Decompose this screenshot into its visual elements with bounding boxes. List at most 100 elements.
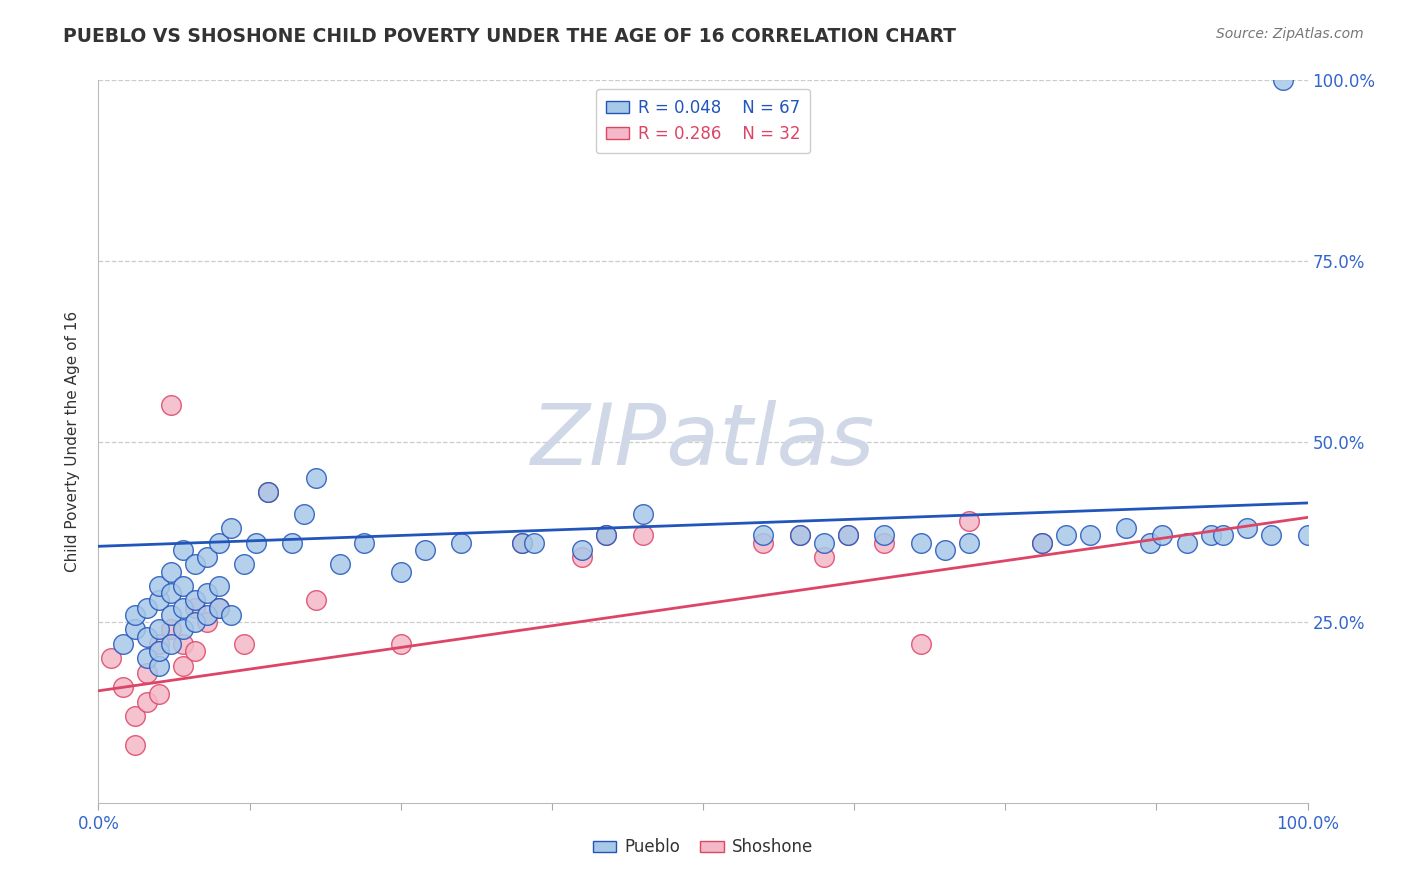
Point xyxy=(292,507,315,521)
Point xyxy=(1260,528,1282,542)
Point xyxy=(789,528,811,542)
Point xyxy=(1115,521,1137,535)
Point xyxy=(631,528,654,542)
Point xyxy=(389,637,412,651)
Point xyxy=(571,542,593,557)
Point xyxy=(208,535,231,549)
Point xyxy=(1175,535,1198,549)
Point xyxy=(208,600,231,615)
Point xyxy=(245,535,267,549)
Point xyxy=(172,579,194,593)
Point xyxy=(111,680,134,694)
Point xyxy=(184,615,207,630)
Point xyxy=(111,637,134,651)
Point xyxy=(148,687,170,701)
Point xyxy=(510,535,533,549)
Point xyxy=(160,398,183,412)
Point xyxy=(873,528,896,542)
Point xyxy=(752,535,775,549)
Point xyxy=(910,535,932,549)
Point xyxy=(305,593,328,607)
Point xyxy=(100,651,122,665)
Point xyxy=(208,579,231,593)
Point xyxy=(148,623,170,637)
Point xyxy=(124,607,146,622)
Point xyxy=(571,550,593,565)
Point xyxy=(135,695,157,709)
Point xyxy=(195,607,218,622)
Point xyxy=(172,658,194,673)
Point xyxy=(523,535,546,549)
Point xyxy=(329,558,352,572)
Point xyxy=(813,535,835,549)
Point xyxy=(172,542,194,557)
Point xyxy=(124,738,146,752)
Point xyxy=(1078,528,1101,542)
Point xyxy=(595,528,617,542)
Point xyxy=(232,558,254,572)
Text: ZIPatlas: ZIPatlas xyxy=(531,400,875,483)
Point xyxy=(873,535,896,549)
Point xyxy=(1054,528,1077,542)
Point xyxy=(752,528,775,542)
Point xyxy=(595,528,617,542)
Point xyxy=(837,528,859,542)
Point xyxy=(124,709,146,723)
Point xyxy=(148,637,170,651)
Point xyxy=(510,535,533,549)
Point xyxy=(148,658,170,673)
Text: PUEBLO VS SHOSHONE CHILD POVERTY UNDER THE AGE OF 16 CORRELATION CHART: PUEBLO VS SHOSHONE CHILD POVERTY UNDER T… xyxy=(63,27,956,45)
Point xyxy=(160,637,183,651)
Legend: Pueblo, Shoshone: Pueblo, Shoshone xyxy=(586,831,820,863)
Y-axis label: Child Poverty Under the Age of 16: Child Poverty Under the Age of 16 xyxy=(65,311,80,572)
Point xyxy=(1212,528,1234,542)
Point xyxy=(789,528,811,542)
Point xyxy=(172,623,194,637)
Point xyxy=(184,600,207,615)
Point xyxy=(195,550,218,565)
Point xyxy=(957,535,980,549)
Point xyxy=(1139,535,1161,549)
Point xyxy=(135,600,157,615)
Point xyxy=(256,485,278,500)
Point xyxy=(148,579,170,593)
Point xyxy=(148,644,170,658)
Point xyxy=(389,565,412,579)
Point xyxy=(1199,528,1222,542)
Point xyxy=(195,615,218,630)
Point xyxy=(957,514,980,528)
Point xyxy=(1296,528,1319,542)
Point xyxy=(1236,521,1258,535)
Point xyxy=(184,593,207,607)
Point xyxy=(184,558,207,572)
Point xyxy=(256,485,278,500)
Point xyxy=(450,535,472,549)
Point xyxy=(1272,73,1295,87)
Point xyxy=(160,565,183,579)
Point xyxy=(184,644,207,658)
Point xyxy=(281,535,304,549)
Point xyxy=(353,535,375,549)
Point xyxy=(1031,535,1053,549)
Point xyxy=(148,593,170,607)
Point xyxy=(160,607,183,622)
Point xyxy=(910,637,932,651)
Point xyxy=(221,607,243,622)
Point xyxy=(160,586,183,600)
Point xyxy=(195,586,218,600)
Point xyxy=(813,550,835,565)
Point xyxy=(934,542,956,557)
Point xyxy=(124,623,146,637)
Point xyxy=(631,507,654,521)
Text: Source: ZipAtlas.com: Source: ZipAtlas.com xyxy=(1216,27,1364,41)
Point xyxy=(232,637,254,651)
Point xyxy=(413,542,436,557)
Point xyxy=(172,600,194,615)
Point xyxy=(1152,528,1174,542)
Point xyxy=(135,651,157,665)
Point xyxy=(160,623,183,637)
Point xyxy=(837,528,859,542)
Point xyxy=(305,470,328,484)
Point xyxy=(221,521,243,535)
Point xyxy=(172,637,194,651)
